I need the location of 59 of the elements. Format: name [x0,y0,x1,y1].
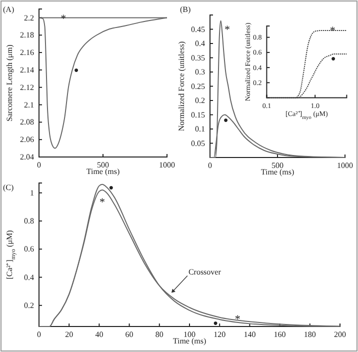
y-tick-label: 0.8 [24,216,34,226]
x-tick-label: 40 [95,330,104,340]
x-tick-label: 500 [272,161,284,170]
annotation: ● [223,116,228,125]
y-tick-label: 0.2 [195,96,205,106]
x-tick-label: 140 [244,330,256,340]
y-tick-label: 1 [30,188,34,198]
chart-title: (C) [3,183,14,192]
x-axis-title: Time (ms) [86,167,120,176]
y-tick-label: 2.08 [20,118,34,127]
y-tick-label: 0.25 [191,82,205,91]
y-tick-label: 2.18 [20,30,34,40]
y-tick-label: 0.4 [24,272,34,282]
y-tick-label: 2.12 [20,82,34,92]
x-tick-label: 200 [334,330,346,340]
y-tick-label: 2.06 [20,135,34,144]
x-tick-label: 160 [274,330,286,340]
y-axis-title: Sarcomere Length (μm) [5,44,14,122]
x-axis-title: Time (ms) [172,336,206,346]
x-tick-label: 180 [304,330,316,340]
y-tick-label: 0.4 [195,39,205,48]
annotation: * [330,24,336,37]
x-tick-label: 120 [214,330,226,340]
x-tick-label: 20 [65,330,74,340]
y-tick-label: 0.45 [191,24,205,34]
x-tick-label: 80 [155,330,164,340]
x-tick-label: 0 [37,330,41,340]
annotation: ● [330,54,336,63]
annotation: ● [213,318,218,328]
x-tick-label: 1000 [159,160,175,170]
x-tick-label: 100 [184,330,196,340]
annotation: Crossover [188,268,222,277]
annotation: * [224,24,230,36]
y-tick-label: 0.3 [195,68,205,77]
annotation: ● [74,66,79,75]
x-tick-label: 500 [97,160,109,170]
chart-title: (A) [3,5,14,14]
y-tick-label: 0.6 [24,244,34,254]
annotation: * [60,12,66,25]
y-tick-label: 2.2 [24,13,34,22]
x-axis-title: Time (ms) [260,168,294,176]
x-tick-label: 0 [208,161,212,170]
y-tick-label: 0.2 [24,300,34,310]
y-tick-label: 2.14 [20,66,34,74]
x-tick-label: 0 [37,160,41,170]
chart-title: (B) [180,5,191,14]
annotation: * [234,314,240,326]
y-axis-title: Normalized Force (unitless) [177,41,186,132]
x-tick-label: 1000 [337,161,353,170]
y-tick-label: 2.04 [20,152,34,162]
y-tick-label: 2.16 [20,48,34,58]
y-tick-label: 0.1 [195,124,205,134]
y-tick-label: 0.05 [191,138,205,148]
y-tick-label: 0.15 [191,110,205,120]
x-tick-label: 60 [125,330,134,340]
annotation: * [99,196,105,208]
y-tick-label: 2.1 [24,100,34,110]
y-tick-label: 0.35 [191,53,205,62]
annotation: ● [108,183,114,192]
